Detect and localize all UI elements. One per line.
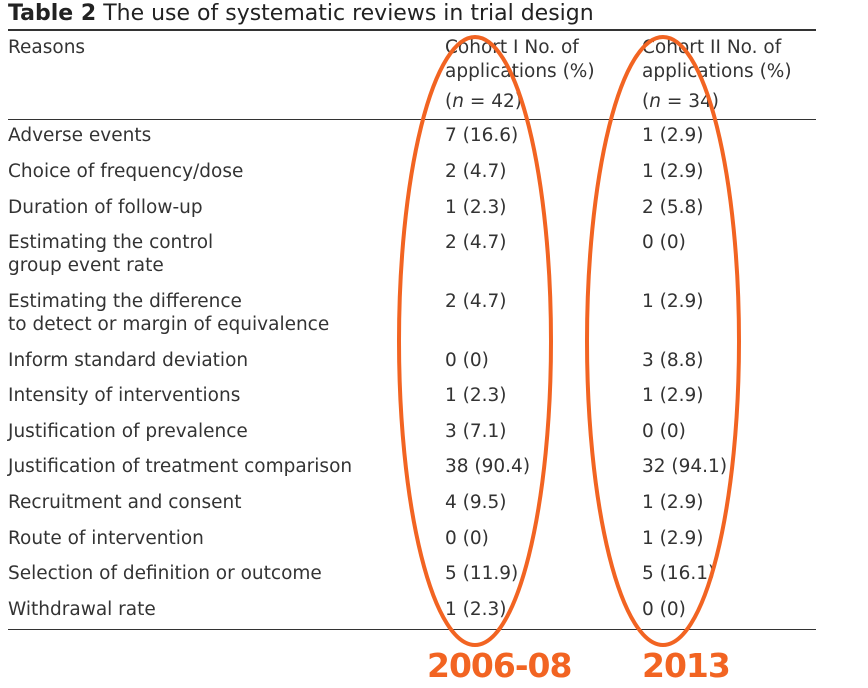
row-reason-line: to detect or margin of equivalence <box>8 314 330 335</box>
year-label-cohort1: 2006-08 <box>427 646 572 685</box>
row-cohort1-value: 2 (4.7) <box>445 161 507 182</box>
row-reason-line: Choice of frequency/dose <box>8 161 244 182</box>
row-cohort1-value: 0 (0) <box>445 528 489 549</box>
row-cohort1-value: 2 (4.7) <box>445 232 507 253</box>
row-reason: Justification of prevalence <box>8 420 248 443</box>
row-cohort2-value: 1 (2.9) <box>642 161 704 182</box>
row-cohort1-value: 38 (90.4) <box>445 456 531 477</box>
bottom-rule <box>8 629 816 630</box>
row-cohort1-value: 4 (9.5) <box>445 492 507 513</box>
row-cohort2-value: 0 (0) <box>642 421 686 442</box>
row-reason-line: Estimating the control <box>8 232 214 253</box>
header-cohort2-n-var: n <box>649 91 661 112</box>
header-cohort1-line1: Cohort I No. of <box>445 37 579 58</box>
row-cohort2-value: 1 (2.9) <box>642 385 704 406</box>
table-title-label: Table 2 <box>8 1 97 26</box>
table-title: Table 2 The use of systematic reviews in… <box>8 0 594 28</box>
row-cohort2-value: 1 (2.9) <box>642 291 704 312</box>
header-reasons: Reasons <box>8 37 86 58</box>
row-reason-line: Withdrawal rate <box>8 599 156 620</box>
row-reason-line: Intensity of interventions <box>8 385 241 406</box>
row-reason: Estimating the control group event rate <box>8 231 213 277</box>
row-cohort1-value: 2 (4.7) <box>445 291 507 312</box>
row-cohort2-value: 0 (0) <box>642 599 686 620</box>
header-cohort2-n-value: = 34) <box>660 91 719 112</box>
row-cohort1-value: 0 (0) <box>445 350 489 371</box>
year-label-cohort2: 2013 <box>642 646 731 685</box>
row-cohort2-value: 5 (16.1) <box>642 563 716 584</box>
row-cohort1-value: 1 (2.3) <box>445 385 507 406</box>
header-cohort1-n: (n = 42) <box>445 91 522 112</box>
header-cohort1-line2: applications (%) <box>445 61 595 82</box>
row-reason-line: Duration of follow-up <box>8 197 203 218</box>
row-reason-line: Estimating the difference <box>8 291 242 312</box>
row-reason: Selection of definition or outcome <box>8 562 322 585</box>
row-cohort2-value: 0 (0) <box>642 232 686 253</box>
row-reason-line: group event rate <box>8 255 164 276</box>
row-reason-line: Route of intervention <box>8 528 204 549</box>
row-reason-line: Recruitment and consent <box>8 492 242 513</box>
row-cohort1-value: 3 (7.1) <box>445 421 507 442</box>
row-cohort1-value: 5 (11.9) <box>445 563 519 584</box>
row-reason-line: Justification of treatment comparison <box>8 456 353 477</box>
row-reason-line: Justification of prevalence <box>8 421 248 442</box>
row-cohort2-value: 2 (5.8) <box>642 197 704 218</box>
row-cohort2-value: 32 (94.1) <box>642 456 728 477</box>
row-cohort1-value: 1 (2.3) <box>445 197 507 218</box>
row-reason-line: Selection of definition or outcome <box>8 563 322 584</box>
row-reason: Inform standard deviation <box>8 349 248 372</box>
row-cohort2-value: 3 (8.8) <box>642 350 704 371</box>
row-cohort2-value: 1 (2.9) <box>642 528 704 549</box>
row-reason: Intensity of interventions <box>8 384 240 407</box>
row-reason: Adverse events <box>8 124 151 147</box>
row-reason: Estimating the difference to detect or ma… <box>8 290 329 336</box>
table-title-text: The use of systematic reviews in trial d… <box>96 1 594 26</box>
header-cohort2-n: (n = 34) <box>642 91 719 112</box>
row-reason: Recruitment and consent <box>8 491 241 514</box>
row-reason: Route of intervention <box>8 527 204 550</box>
row-cohort1-value: 1 (2.3) <box>445 599 507 620</box>
row-reason: Choice of frequency/dose <box>8 160 243 183</box>
row-reason: Justification of treatment comparison <box>8 455 352 478</box>
row-reason-line: Adverse events <box>8 125 152 146</box>
row-reason: Withdrawal rate <box>8 598 156 621</box>
row-cohort2-value: 1 (2.9) <box>642 492 704 513</box>
header-cohort1-n-value: = 42) <box>463 91 522 112</box>
header-cohort1-n-var: n <box>452 91 464 112</box>
header-cohort2: Cohort II No. of applications (%) <box>642 36 792 84</box>
top-rule <box>8 29 816 31</box>
header-cohort1: Cohort I No. of applications (%) <box>445 36 595 84</box>
header-rule <box>8 119 816 120</box>
header-cohort2-line1: Cohort II No. of <box>642 37 782 58</box>
header-cohort2-line2: applications (%) <box>642 61 792 82</box>
row-reason: Duration of follow-up <box>8 196 203 219</box>
row-reason-line: Inform standard deviation <box>8 350 249 371</box>
row-cohort2-value: 1 (2.9) <box>642 125 704 146</box>
row-cohort1-value: 7 (16.6) <box>445 125 519 146</box>
